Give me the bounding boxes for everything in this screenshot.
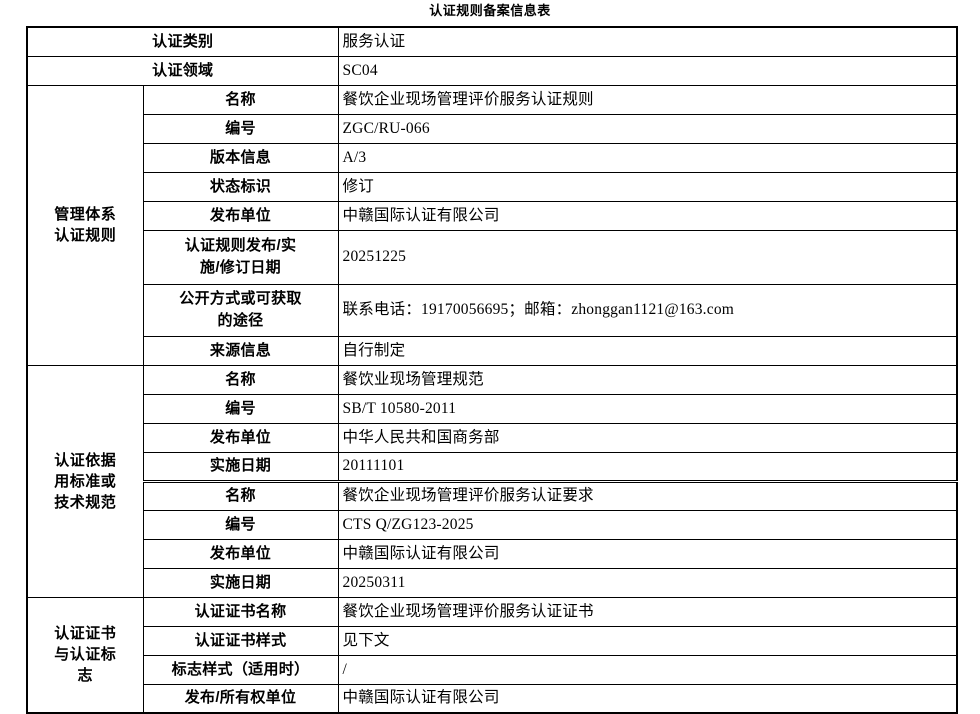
- table-row: 来源信息 自行制定: [27, 335, 958, 366]
- group-label-certification-basis: 认证依据 用标准或 技术规范: [26, 364, 144, 598]
- row-label: 标志样式（适用时）: [142, 654, 339, 685]
- table-row: 编号 SB/T 10580-2011: [27, 393, 958, 424]
- row-label-line-2: 施/修订日期: [200, 259, 281, 276]
- table-row: 认证依据 用标准或 技术规范 名称 餐饮业现场管理规范: [26, 364, 958, 598]
- row-label: 认证证书名称: [142, 596, 339, 627]
- row-label: 发布单位: [142, 422, 339, 453]
- group-label-line-2: 与认证标: [54, 646, 117, 664]
- row-value: 中赣国际认证有限公司: [337, 683, 958, 714]
- group-label-management-system-rule: 管理体系 认证规则: [26, 84, 144, 366]
- row-label: 认证类别: [26, 26, 339, 57]
- row-value-contact: 联系电话：19170056695；邮箱：zhonggan1121@163.com: [337, 283, 958, 337]
- table-row: 实施日期 20250311: [27, 567, 958, 598]
- group-label-line-1: 管理体系: [54, 206, 117, 223]
- certification-info-table-wrapper: 认证类别 服务认证 认证领域 SC04 管理体系 认证规则 名称 餐饮企业现场管…: [26, 26, 959, 714]
- row-label: 公开方式或可获取 的途径: [142, 283, 339, 337]
- row-value: 中赣国际认证有限公司: [337, 200, 958, 231]
- table-row: 发布单位 中赣国际认证有限公司: [27, 200, 958, 231]
- table-row: 实施日期 20111101: [27, 451, 958, 482]
- table-row: 发布单位 中华人民共和国商务部: [27, 422, 958, 453]
- row-label: 发布/所有权单位: [142, 683, 339, 714]
- table-row: 认证证书 与认证标 志 认证证书名称 餐饮企业现场管理评价服务认证证书: [26, 596, 958, 714]
- row-label: 认证规则发布/实 施/修订日期: [142, 229, 339, 285]
- row-label: 实施日期: [142, 567, 339, 598]
- row-value: CTS Q/ZG123-2025: [337, 509, 958, 540]
- table-row: 认证证书样式 见下文: [27, 625, 958, 656]
- row-value: 20251225: [337, 229, 958, 285]
- row-value: 20250311: [337, 567, 958, 598]
- row-value: 餐饮企业现场管理评价服务认证规则: [337, 84, 958, 115]
- table-row: 标志样式（适用时） /: [27, 654, 958, 685]
- table-row: 状态标识 修订: [27, 171, 958, 202]
- certification-info-table: 认证类别 服务认证 认证领域 SC04 管理体系 认证规则 名称 餐饮企业现场管…: [26, 26, 959, 714]
- row-value: SC04: [337, 55, 958, 86]
- group-label-line-1: 认证证书: [54, 625, 117, 643]
- row-value: SB/T 10580-2011: [337, 393, 958, 424]
- row-value: 餐饮企业现场管理评价服务认证证书: [337, 596, 958, 627]
- group-label-line-1: 认证依据: [54, 451, 117, 469]
- row-value: ZGC/RU-066: [337, 113, 958, 144]
- table-row: 公开方式或可获取 的途径 联系电话：19170056695；邮箱：zhongga…: [27, 283, 958, 337]
- row-label: 发布单位: [142, 538, 339, 569]
- table-row: 认证规则发布/实 施/修订日期 20251225: [27, 229, 958, 285]
- row-value: 餐饮业现场管理规范: [337, 364, 958, 395]
- group-label-line-2: 用标准或: [54, 472, 117, 490]
- row-value: 服务认证: [337, 26, 958, 57]
- row-label: 发布单位: [142, 200, 339, 231]
- row-label: 编号: [142, 509, 339, 540]
- row-value: 见下文: [337, 625, 958, 656]
- row-label: 认证证书样式: [142, 625, 339, 656]
- row-value: /: [337, 654, 958, 685]
- row-value: 中赣国际认证有限公司: [337, 538, 958, 569]
- row-label: 版本信息: [142, 142, 339, 173]
- table-row: 版本信息 A/3: [27, 142, 958, 173]
- group-label-line-2: 认证规则: [54, 227, 117, 244]
- row-label: 认证领域: [26, 55, 339, 86]
- table-row: 认证类别 服务认证: [26, 26, 958, 57]
- row-label: 编号: [142, 393, 339, 424]
- table-row: 编号 CTS Q/ZG123-2025: [27, 509, 958, 540]
- group-label-certificate-and-mark: 认证证书 与认证标 志: [26, 596, 144, 714]
- table-row: 发布单位 中赣国际认证有限公司: [27, 538, 958, 569]
- row-value: 餐饮企业现场管理评价服务认证要求: [337, 479, 958, 511]
- table-row: 认证领域 SC04: [26, 55, 958, 86]
- row-value: A/3: [337, 142, 958, 173]
- row-label: 实施日期: [142, 451, 339, 482]
- table-row: 编号 ZGC/RU-066: [27, 113, 958, 144]
- row-label: 名称: [142, 364, 339, 395]
- row-label: 编号: [142, 113, 339, 144]
- row-value: 20111101: [337, 451, 958, 482]
- row-label: 状态标识: [142, 171, 339, 202]
- table-row: 管理体系 认证规则 名称 餐饮企业现场管理评价服务认证规则: [26, 84, 958, 366]
- row-label-line-2: 的途径: [217, 312, 264, 329]
- group-label-line-3: 志: [77, 667, 93, 685]
- row-label: 名称: [142, 84, 339, 115]
- row-label-line-1: 公开方式或可获取: [179, 290, 302, 307]
- page-title: 认证规则备案信息表: [429, 3, 551, 18]
- row-label: 来源信息: [142, 335, 339, 366]
- table-row: 名称 餐饮企业现场管理评价服务认证要求: [27, 479, 958, 511]
- row-value: 修订: [337, 171, 958, 202]
- group-label-line-3: 技术规范: [54, 493, 117, 511]
- row-value: 自行制定: [337, 335, 958, 366]
- row-value: 中华人民共和国商务部: [337, 422, 958, 453]
- row-label: 名称: [142, 479, 339, 511]
- table-row: 发布/所有权单位 中赣国际认证有限公司: [27, 683, 958, 714]
- row-label-line-1: 认证规则发布/实: [184, 237, 297, 254]
